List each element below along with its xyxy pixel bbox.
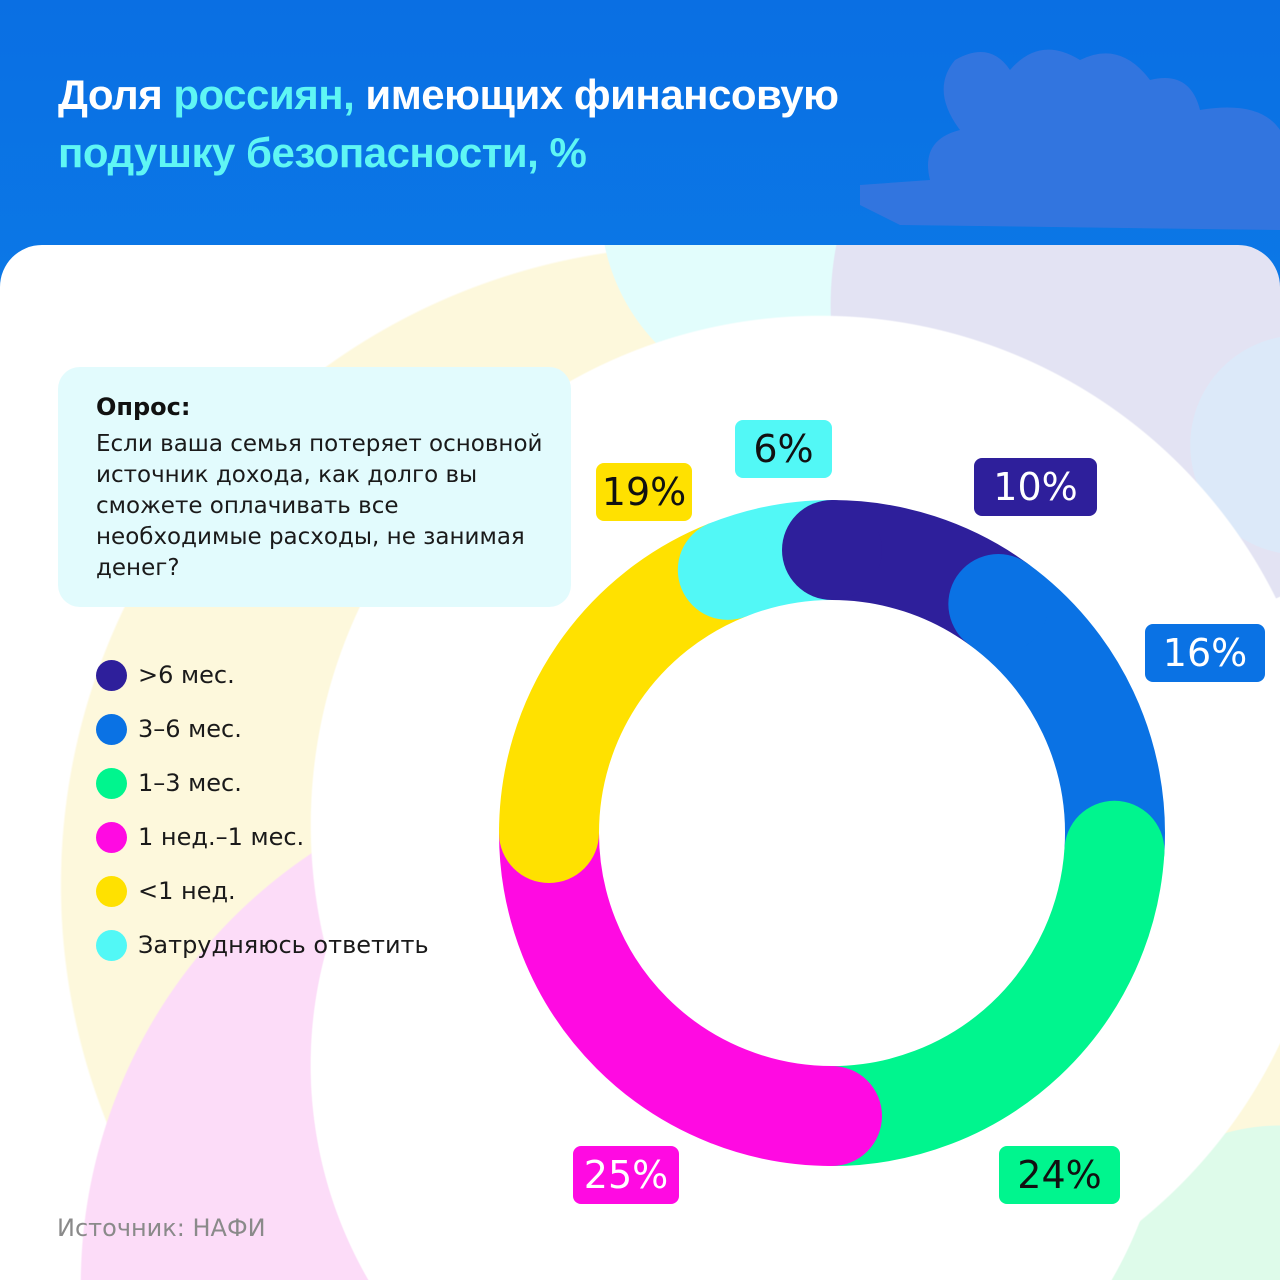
slice-cap: [1064, 800, 1165, 901]
legend-swatch-icon: [96, 767, 127, 799]
legend-label: <1 нед.: [138, 877, 236, 905]
legend-swatch-icon: [96, 929, 127, 961]
slice-cap: [677, 519, 778, 620]
data-label: 19%: [596, 463, 692, 521]
legend-swatch-icon: [96, 875, 127, 907]
legend-item: 1 нед.–1 мес.: [96, 810, 429, 864]
legend-label: >6 мес.: [138, 661, 235, 689]
legend-swatch-icon: [96, 713, 127, 745]
donut-slice: [499, 832, 833, 1166]
legend-label: 1 нед.–1 мес.: [138, 823, 305, 851]
legend-label: Затрудняюсь ответить: [138, 931, 429, 959]
source-note: Источник: НАФИ: [57, 1214, 266, 1242]
legend-swatch-icon: [96, 659, 127, 691]
data-label: 24%: [999, 1146, 1120, 1204]
content-card: [0, 245, 1280, 1280]
legend-label: 3–6 мес.: [138, 715, 242, 743]
legend-item: >6 мес.: [96, 648, 429, 702]
data-label: 16%: [1145, 624, 1265, 682]
data-label: 10%: [974, 458, 1097, 516]
data-label: 25%: [573, 1146, 679, 1204]
data-label: 6%: [735, 420, 832, 478]
slice-cap: [782, 1066, 882, 1166]
survey-heading: Опрос:: [96, 393, 191, 421]
slice-cap: [948, 554, 1049, 655]
legend: >6 мес. 3–6 мес. 1–3 мес. 1 нед.–1 мес. <1 н…: [96, 648, 429, 972]
legend-swatch-icon: [96, 821, 127, 853]
legend-item: 3–6 мес.: [96, 702, 429, 756]
slice-cap: [499, 783, 599, 883]
donut-slice: [831, 846, 1165, 1166]
legend-item: <1 нед.: [96, 864, 429, 918]
legend-item: 1–3 мес.: [96, 756, 429, 810]
page-title: Доля россиян, имеющих финансовую подушку…: [58, 71, 839, 176]
legend-label: 1–3 мес.: [138, 769, 242, 797]
slice-cap: [782, 500, 882, 600]
survey-box: Опрос: Если ваша семья потеряет основной…: [58, 367, 571, 607]
cloud-decoration: [860, 49, 1280, 230]
survey-question: Если ваша семья потеряет основной источн…: [96, 431, 543, 581]
legend-item: Затрудняюсь ответить: [96, 918, 429, 972]
